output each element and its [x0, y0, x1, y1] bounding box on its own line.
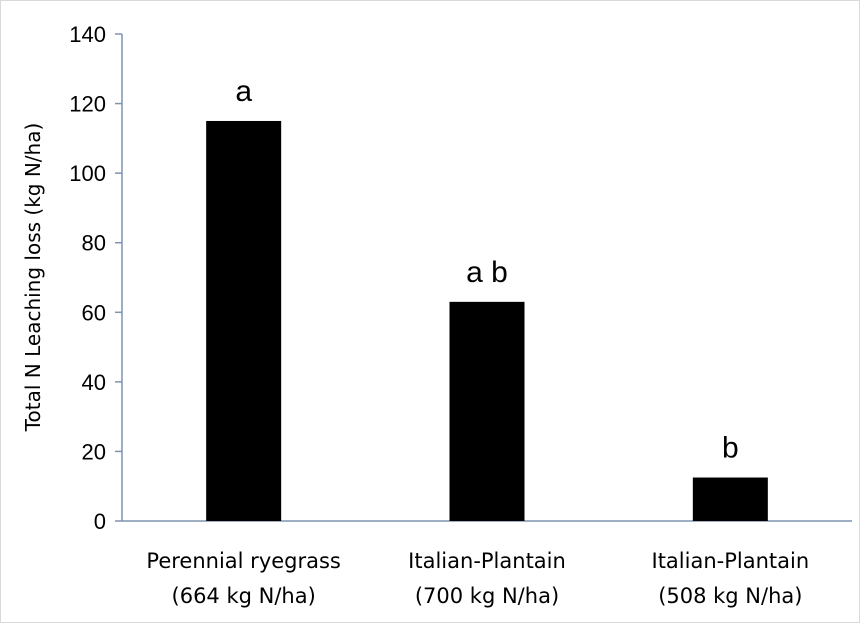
- bar: [206, 120, 282, 521]
- y-tick-label: 100: [69, 161, 106, 186]
- category-label: (508 kg N/ha): [658, 584, 802, 608]
- y-axis-title: Total N Leaching loss (kg N/ha): [21, 123, 45, 433]
- y-tick-label: 0: [94, 509, 106, 534]
- y-axis-title-group: Total N Leaching loss (kg N/ha): [21, 123, 45, 433]
- y-tick-labels: 0 20 40 60 80 100 120 140: [69, 22, 106, 534]
- y-tick-label: 120: [69, 92, 106, 117]
- y-tick-label: 80: [82, 231, 106, 256]
- category-label: (664 kg N/ha): [172, 584, 316, 608]
- y-tick-label: 60: [82, 300, 106, 325]
- category-labels: Perennial ryegrass (664 kg N/ha) Italian-P…: [146, 549, 809, 608]
- y-tick-label: 20: [82, 439, 106, 464]
- category-label: (700 kg N/ha): [415, 584, 559, 608]
- bar: [449, 301, 525, 521]
- category-label: Italian-Plantain: [652, 549, 810, 573]
- category-label: Perennial ryegrass: [146, 549, 340, 573]
- y-tick-label: 140: [69, 22, 106, 47]
- significance-labels: a a b b: [235, 75, 738, 465]
- significance-label: a: [235, 75, 252, 108]
- bars: [206, 120, 768, 521]
- bar: [692, 477, 768, 521]
- significance-label: b: [722, 432, 739, 465]
- significance-label: a b: [466, 256, 508, 289]
- y-tick-label: 40: [82, 370, 106, 395]
- category-label: Italian-Plantain: [408, 549, 566, 573]
